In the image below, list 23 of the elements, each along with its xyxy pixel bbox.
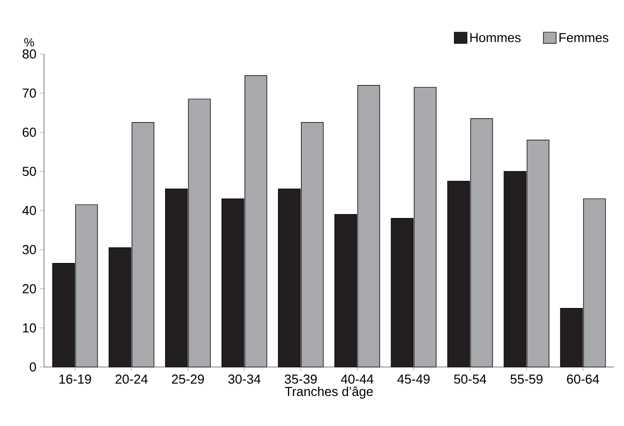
y-tick-label: 70 [22, 88, 36, 98]
x-tick-label: 30-34 [228, 374, 261, 384]
y-tick-label: 40 [22, 206, 36, 216]
legend-label: Femmes [560, 33, 608, 42]
y-tick-label: 20 [22, 284, 36, 294]
x-tick-label: 20-24 [116, 374, 148, 384]
x-tick-label: 50-54 [454, 374, 486, 384]
x-tick-label: 45-49 [397, 374, 430, 384]
x-tick-label: 16-19 [59, 374, 91, 384]
x-axis-title: Tranches d’âge [284, 386, 373, 399]
y-tick-label: 50 [22, 166, 36, 176]
x-tick-label: 25-29 [172, 374, 204, 384]
y-axis-title: % [24, 38, 34, 46]
y-tick-label: 30 [22, 245, 36, 254]
y-tick-label: 10 [23, 323, 36, 332]
y-tick-label: 0 [30, 362, 36, 372]
y-tick-label: 60 [22, 128, 36, 137]
legend-label: Hommes [470, 33, 521, 42]
x-tick-label: 40-44 [340, 374, 374, 384]
x-tick-label: 55-59 [510, 374, 542, 384]
x-tick-label: 60-64 [567, 374, 600, 384]
y-tick-label: 80 [22, 49, 36, 59]
x-tick-label: 35-39 [284, 374, 317, 384]
